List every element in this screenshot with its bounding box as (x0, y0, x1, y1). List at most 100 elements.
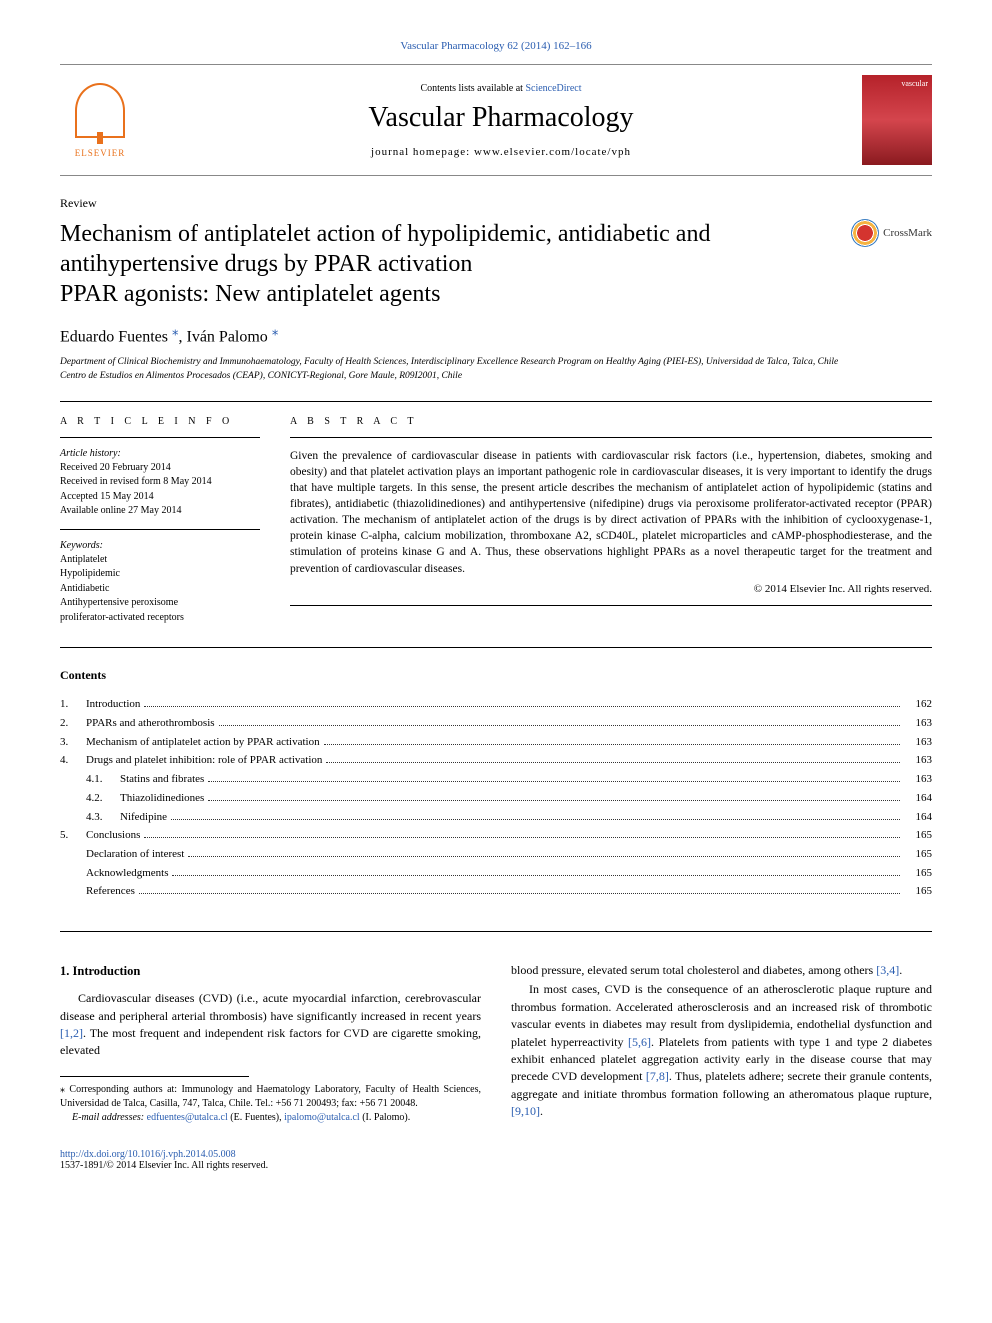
toc-subnum: 4.2. (86, 789, 120, 808)
journal-cover-thumb: vascular (862, 75, 932, 165)
toc-page: 163 (904, 714, 932, 733)
toc-row[interactable]: Declaration of interest 165 (60, 845, 932, 864)
email-footnote: E-mail addresses: edfuentes@utalca.cl (E… (60, 1111, 481, 1125)
body-columns: 1. Introduction Cardiovascular diseases … (60, 962, 932, 1125)
toc-label: Statins and fibrates (120, 770, 204, 789)
toc-row[interactable]: 4.Drugs and platelet inhibition: role of… (60, 751, 932, 770)
info-heading: A R T I C L E I N F O (60, 416, 260, 427)
homepage-url[interactable]: www.elsevier.com/locate/vph (474, 146, 631, 158)
toc-subnum: 4.1. (86, 770, 120, 789)
intro-p1: Cardiovascular diseases (CVD) (i.e., acu… (60, 990, 481, 1060)
received-date: Received 20 February 2014 (60, 461, 260, 476)
toc-row[interactable]: 4.2.Thiazolidinediones164 (60, 789, 932, 808)
body-section: 1. Introduction Cardiovascular diseases … (60, 962, 932, 1125)
email-1-after: (E. Fuentes), (228, 1112, 284, 1123)
toc-dots (219, 725, 900, 726)
toc-row[interactable]: 4.1.Statins and fibrates 163 (60, 770, 932, 789)
toc-row[interactable]: 1.Introduction 162 (60, 695, 932, 714)
corr-star-2[interactable]: ⁎ (272, 323, 279, 338)
intro-p3: In most cases, CVD is the consequence of… (511, 981, 932, 1120)
toc-page: 165 (904, 826, 932, 845)
journal-citation[interactable]: Vascular Pharmacology 62 (2014) 162–166 (60, 40, 932, 52)
toc-dots (144, 706, 900, 707)
toc-page: 165 (904, 864, 932, 883)
toc-dots (324, 744, 900, 745)
toc-label: PPARs and atherothrombosis (86, 714, 215, 733)
doi-link[interactable]: http://dx.doi.org/10.1016/j.vph.2014.05.… (60, 1149, 236, 1160)
table-of-contents: Contents 1.Introduction1622.PPARs and at… (60, 668, 932, 901)
journal-header: ELSEVIER Contents lists available at Sci… (60, 64, 932, 176)
abstract-divider (290, 437, 932, 438)
author-2: , Iván Palomo (178, 328, 271, 345)
online-date: Available online 27 May 2014 (60, 504, 260, 519)
divider-toc-bottom (60, 931, 932, 932)
title-row: Mechanism of antiplatelet action of hypo… (60, 219, 932, 323)
affiliation-2: Centro de Estudios en Alimentos Procesad… (60, 370, 932, 383)
toc-label: Declaration of interest (86, 845, 184, 864)
toc-label: Acknowledgments (86, 864, 168, 883)
toc-title: Contents (60, 668, 932, 683)
abstract-copyright: © 2014 Elsevier Inc. All rights reserved… (290, 583, 932, 595)
ref-9-10[interactable]: [9,10] (511, 1104, 540, 1118)
journal-name: Vascular Pharmacology (140, 102, 862, 134)
email-2-after: (I. Palomo). (360, 1112, 411, 1123)
toc-label: Nifedipine (120, 808, 167, 827)
kw-4: Antihypertensive peroxisome (60, 596, 260, 611)
kw-5: proliferator-activated receptors (60, 611, 260, 626)
toc-label: Conclusions (86, 826, 140, 845)
header-center: Contents lists available at ScienceDirec… (140, 83, 862, 158)
crossmark-badge[interactable]: CrossMark (851, 219, 932, 247)
toc-label: Drugs and platelet inhibition: role of P… (86, 751, 322, 770)
toc-page: 163 (904, 770, 932, 789)
email-label: E-mail addresses: (72, 1112, 147, 1123)
journal-homepage: journal homepage: www.elsevier.com/locat… (140, 146, 862, 158)
article-type: Review (60, 196, 932, 211)
toc-row[interactable]: 3.Mechanism of antiplatelet action by PP… (60, 733, 932, 752)
toc-num: 2. (60, 714, 86, 733)
p3d: . (540, 1104, 543, 1118)
toc-page: 162 (904, 695, 932, 714)
toc-list: 1.Introduction1622.PPARs and atherothrom… (60, 695, 932, 901)
kw-2: Hypolipidemic (60, 567, 260, 582)
toc-page: 163 (904, 751, 932, 770)
homepage-prefix: journal homepage: (371, 146, 474, 158)
crossmark-icon (851, 219, 879, 247)
toc-num: 1. (60, 695, 86, 714)
intro-heading: 1. Introduction (60, 962, 481, 980)
sciencedirect-link[interactable]: ScienceDirect (525, 83, 581, 94)
toc-dots (208, 781, 900, 782)
email-1[interactable]: edfuentes@utalca.cl (147, 1112, 228, 1123)
intro-p2: blood pressure, elevated serum total cho… (511, 962, 932, 979)
ref-7-8[interactable]: [7,8] (646, 1069, 669, 1083)
toc-label: References (86, 882, 135, 901)
toc-page: 165 (904, 845, 932, 864)
email-2[interactable]: ipalomo@utalca.cl (284, 1112, 360, 1123)
toc-row[interactable]: Acknowledgments 165 (60, 864, 932, 883)
toc-row[interactable]: References165 (60, 882, 932, 901)
toc-row[interactable]: 5.Conclusions165 (60, 826, 932, 845)
footnote-rule (60, 1076, 249, 1077)
toc-subnum: 4.3. (86, 808, 120, 827)
article-info: A R T I C L E I N F O Article history: R… (60, 416, 260, 626)
abstract: A B S T R A C T Given the prevalence of … (290, 416, 932, 626)
crossmark-label: CrossMark (883, 227, 932, 239)
ref-5-6[interactable]: [5,6] (628, 1035, 651, 1049)
elsevier-tree-icon (75, 83, 125, 138)
author-1: Eduardo Fuentes (60, 328, 172, 345)
toc-label: Introduction (86, 695, 140, 714)
ref-1-2[interactable]: [1,2] (60, 1026, 83, 1040)
kw-1: Antiplatelet (60, 553, 260, 568)
affiliation-1: Department of Clinical Biochemistry and … (60, 356, 932, 369)
toc-page: 164 (904, 808, 932, 827)
ref-3-4[interactable]: [3,4] (876, 963, 899, 977)
corr-footnote: ⁎ Corresponding authors at: Immunology a… (60, 1083, 481, 1111)
toc-dots (188, 856, 900, 857)
abstract-divider-bottom (290, 605, 932, 606)
toc-row[interactable]: 4.3.Nifedipine 164 (60, 808, 932, 827)
toc-page: 164 (904, 789, 932, 808)
history-label: Article history: (60, 448, 260, 459)
toc-row[interactable]: 2.PPARs and atherothrombosis 163 (60, 714, 932, 733)
divider-mid (60, 647, 932, 648)
elsevier-label: ELSEVIER (75, 148, 126, 158)
toc-dots (208, 800, 900, 801)
